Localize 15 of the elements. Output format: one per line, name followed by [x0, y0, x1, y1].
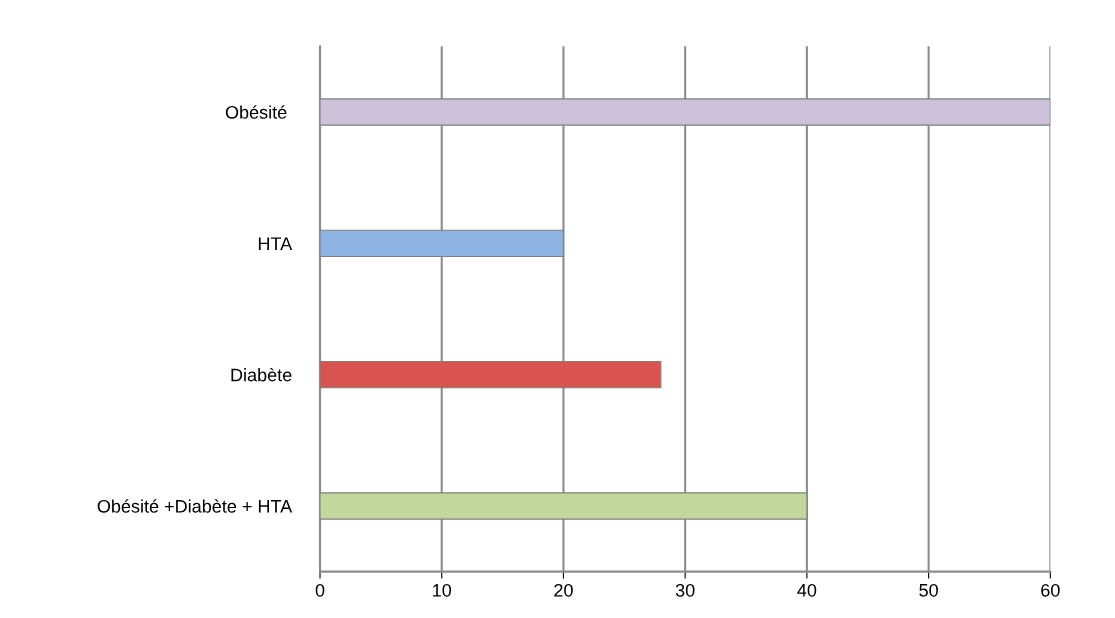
bar [320, 360, 662, 389]
y-tick-label: Obésité +Diabète + HTA [97, 499, 293, 513]
x-tick-label: 40 [797, 583, 817, 597]
bar [320, 492, 808, 520]
x-tick-label: 10 [433, 583, 452, 597]
x-tick-label: 0 [315, 583, 325, 597]
x-tick-label: 30 [675, 583, 695, 597]
y-tick-label: Diabète [231, 367, 292, 382]
x-tick-label: 20 [554, 583, 573, 597]
bar [320, 98, 1051, 126]
y-tick-label: Obésité [225, 105, 287, 119]
y-tick-label: HTA [258, 237, 293, 250]
bar [320, 229, 565, 258]
x-tick-label: 60 [1041, 583, 1060, 597]
x-tick-label: 50 [919, 583, 938, 597]
